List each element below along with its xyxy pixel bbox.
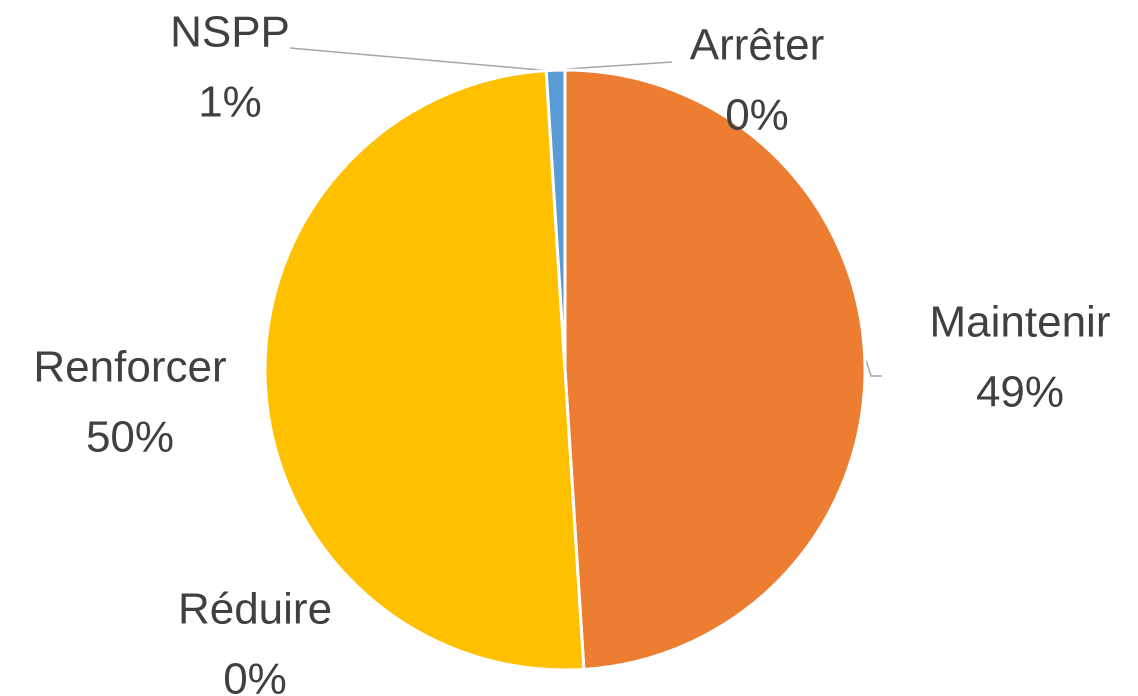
- value-label: 49%: [976, 368, 1064, 417]
- category-label: Maintenir: [930, 298, 1111, 347]
- value-label: 1%: [198, 78, 262, 127]
- category-label: Renforcer: [33, 343, 226, 392]
- category-label: Réduire: [178, 585, 332, 634]
- leader-line: [565, 61, 673, 70]
- slice: [263, 68, 586, 672]
- category-label: Arrêter: [690, 21, 824, 70]
- value-label: 0%: [725, 91, 789, 140]
- category-label: NSPP: [170, 8, 290, 57]
- leader-line: [289, 47, 552, 71]
- leader-line: [865, 359, 882, 377]
- slice: [563, 68, 867, 672]
- slices: [263, 68, 867, 672]
- value-label: 50%: [86, 413, 174, 462]
- value-label: 0%: [223, 655, 287, 696]
